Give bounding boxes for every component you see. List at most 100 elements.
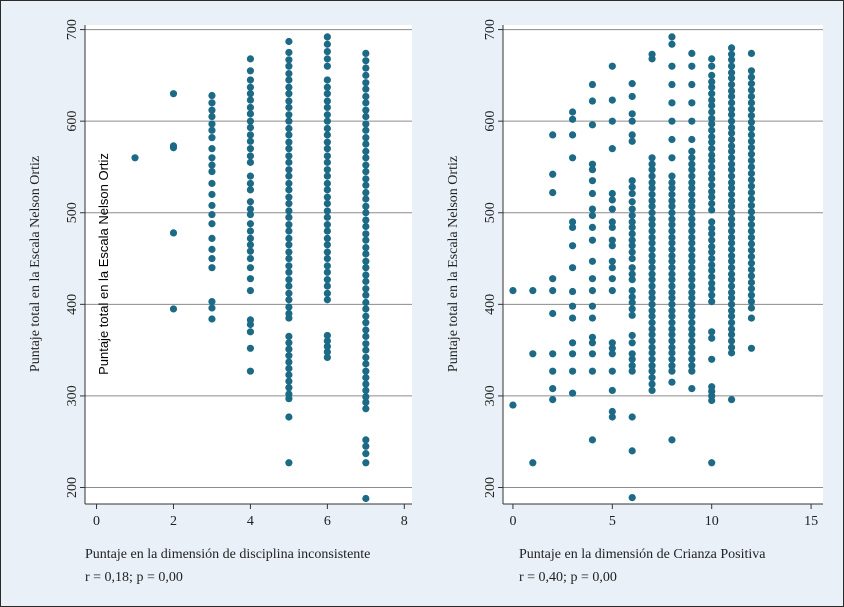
data-point	[648, 55, 656, 63]
data-point	[549, 287, 557, 295]
data-point	[362, 175, 370, 183]
x-tick-label: 0	[509, 514, 516, 529]
data-point	[208, 145, 216, 153]
data-point	[648, 337, 656, 345]
data-point	[708, 230, 716, 238]
data-point	[285, 234, 293, 242]
data-point	[568, 339, 577, 347]
data-point	[208, 91, 216, 100]
data-point	[708, 328, 716, 336]
data-point	[727, 117, 736, 125]
data-point	[285, 314, 293, 322]
data-point	[208, 120, 216, 128]
data-point	[285, 213, 293, 221]
data-point	[285, 97, 293, 105]
data-point	[323, 348, 331, 356]
data-point	[285, 364, 293, 373]
y-tick-label: 700	[483, 19, 498, 40]
data-point	[708, 108, 716, 116]
data-point	[208, 134, 216, 142]
data-point	[608, 223, 616, 232]
data-point	[747, 131, 756, 139]
data-point	[285, 37, 293, 46]
data-point	[727, 307, 736, 315]
data-point	[588, 121, 597, 129]
data-point	[285, 179, 293, 188]
data-point	[668, 239, 676, 247]
data-point	[668, 257, 676, 265]
data-point	[727, 166, 736, 174]
data-point	[323, 199, 331, 208]
data-point	[708, 169, 716, 177]
data-point	[727, 264, 736, 272]
data-point	[208, 126, 216, 134]
data-point	[246, 198, 255, 206]
data-point	[727, 312, 736, 320]
left-stat-text: r = 0,18; p = 0,00	[85, 570, 183, 585]
data-point	[246, 158, 255, 166]
data-point	[285, 221, 293, 229]
data-point	[588, 80, 597, 89]
data-point	[285, 345, 293, 353]
data-point	[208, 167, 216, 176]
data-point	[285, 371, 293, 379]
data-point	[549, 275, 557, 283]
data-point	[588, 166, 597, 174]
data-point	[568, 108, 577, 116]
data-point	[285, 172, 293, 180]
data-point	[648, 239, 656, 247]
data-point	[648, 264, 656, 272]
data-point	[688, 202, 696, 210]
data-point	[362, 120, 370, 128]
data-point	[588, 97, 597, 105]
data-point	[246, 110, 255, 118]
data-point	[727, 270, 736, 278]
data-point	[747, 240, 756, 248]
data-point	[648, 312, 656, 320]
data-point	[588, 436, 597, 444]
data-point	[608, 236, 616, 244]
data-point	[246, 328, 255, 336]
data-point	[688, 233, 696, 242]
data-point	[688, 117, 696, 125]
data-point	[362, 79, 370, 87]
data-point	[708, 181, 716, 189]
data-point	[608, 367, 616, 375]
data-point	[708, 151, 716, 159]
data-point	[208, 99, 216, 107]
data-point	[362, 216, 370, 224]
data-point	[628, 198, 636, 206]
data-point	[628, 177, 636, 185]
data-point	[588, 350, 597, 358]
data-point	[648, 330, 656, 339]
data-point	[688, 154, 696, 162]
x-tick-label: 6	[324, 514, 331, 529]
data-point	[323, 33, 331, 41]
data-point	[708, 175, 716, 183]
data-point	[668, 202, 676, 210]
data-point	[628, 137, 636, 145]
data-point	[747, 163, 756, 171]
data-point	[747, 169, 756, 177]
data-point	[323, 111, 331, 119]
data-point	[628, 248, 636, 256]
data-point	[727, 239, 736, 247]
data-point	[648, 380, 656, 388]
data-point	[285, 166, 293, 174]
data-point	[588, 314, 597, 322]
data-point	[362, 230, 370, 238]
data-point	[588, 367, 597, 375]
data-point	[208, 264, 216, 272]
data-point	[688, 227, 696, 235]
data-point	[727, 343, 736, 351]
data-point	[708, 254, 716, 263]
data-point	[727, 123, 736, 132]
data-point	[668, 325, 676, 333]
data-point	[568, 314, 577, 322]
data-point	[362, 367, 370, 375]
data-point	[246, 241, 255, 249]
data-point	[727, 172, 736, 180]
data-point	[628, 493, 636, 502]
data-point	[708, 133, 716, 141]
